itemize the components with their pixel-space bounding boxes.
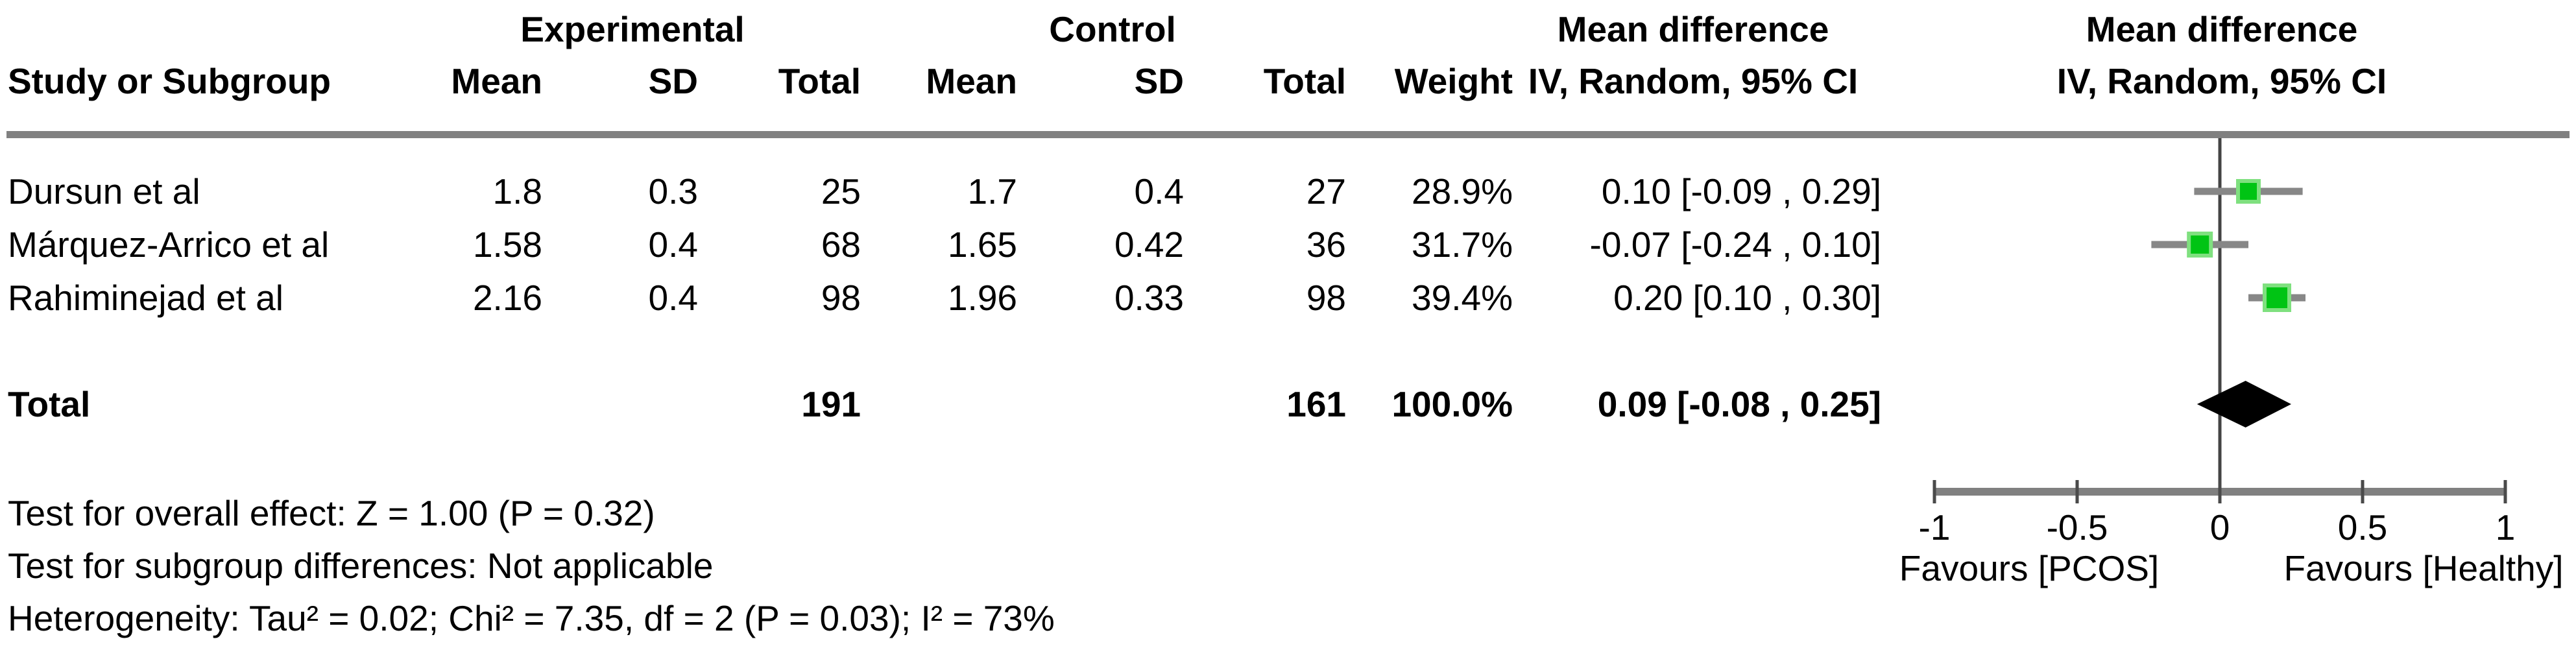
col-header-exp-sd: SD [648, 61, 698, 101]
group-header-control: Control [1049, 9, 1176, 49]
cell-exp-mean: 1.58 [472, 224, 542, 265]
footnote-subgroup-differences: Test for subgroup differences: Not appli… [8, 546, 714, 586]
header-divider-line [6, 131, 2570, 138]
cell-ctrl-mean: 1.96 [947, 278, 1017, 318]
cell-ctrl-total: 36 [1306, 224, 1346, 265]
group-header-mean-difference-plot: Mean difference [2086, 9, 2358, 49]
col-header-study: Study or Subgroup [8, 61, 331, 101]
cell-study-name: Rahiminejad et al [8, 278, 283, 318]
cell-ctrl-total: 98 [1306, 278, 1346, 318]
cell-total-label: Total [8, 384, 91, 424]
cell-total-ctrl-total: 161 [1286, 384, 1346, 424]
col-header-iv-ci-plot: IV, Random, 95% CI [2056, 61, 2387, 101]
cell-ctrl-sd: 0.4 [1134, 171, 1184, 211]
group-header-experimental: Experimental [520, 9, 745, 49]
favours-right-label: Favours [Healthy] [2283, 548, 2563, 588]
cell-ctrl-mean: 1.7 [967, 171, 1017, 211]
cell-ctrl-mean: 1.65 [947, 224, 1017, 265]
col-header-ctrl-total: Total [1263, 61, 1346, 101]
cell-exp-total: 25 [821, 171, 861, 211]
footnote-heterogeneity: Heterogeneity: Tau² = 0.02; Chi² = 7.35,… [8, 598, 1055, 638]
cell-study-name: Dursun et al [8, 171, 200, 211]
footnote-overall-effect: Test for overall effect: Z = 1.00 (P = 0… [8, 493, 655, 533]
summary-diamond [2197, 381, 2291, 427]
cell-total-md-ci: 0.09 [-0.08 , 0.25] [1597, 384, 1881, 424]
cell-ctrl-total: 27 [1306, 171, 1346, 211]
cell-study-name: Márquez-Arrico et al [8, 224, 330, 265]
cell-exp-sd: 0.4 [648, 224, 698, 265]
cell-total-weight: 100.0% [1391, 384, 1513, 424]
cell-ctrl-sd: 0.33 [1114, 278, 1184, 318]
axis-tick-label: 0.5 [2338, 507, 2387, 548]
group-header-mean-difference-text: Mean difference [1557, 9, 1829, 49]
cell-exp-sd: 0.4 [648, 278, 698, 318]
col-header-ctrl-sd: SD [1134, 61, 1184, 101]
study-point-square [2263, 283, 2291, 312]
favours-left-label: Favours [PCOS] [1899, 548, 2159, 588]
col-header-weight: Weight [1394, 61, 1513, 101]
cell-weight: 28.9% [1412, 171, 1513, 211]
cell-md-ci: 0.20 [0.10 , 0.30] [1613, 278, 1881, 318]
cell-exp-total: 68 [821, 224, 861, 265]
study-point-square [2187, 232, 2213, 258]
cell-total-exp-total: 191 [801, 384, 861, 424]
col-header-iv-ci-text: IV, Random, 95% CI [1528, 61, 1859, 101]
cell-exp-sd: 0.3 [648, 171, 698, 211]
col-header-exp-mean: Mean [451, 61, 542, 101]
cell-md-ci: 0.10 [-0.09 , 0.29] [1601, 171, 1881, 211]
cell-md-ci: -0.07 [-0.24 , 0.10] [1589, 224, 1881, 265]
axis-tick-label: 1 [2496, 507, 2516, 548]
cell-weight: 39.4% [1412, 278, 1513, 318]
col-header-ctrl-mean: Mean [926, 61, 1017, 101]
cell-exp-mean: 1.8 [492, 171, 542, 211]
axis-tick-label: -1 [1919, 507, 1951, 548]
axis-tick-label: -0.5 [2047, 507, 2108, 548]
col-header-exp-total: Total [778, 61, 861, 101]
cell-weight: 31.7% [1412, 224, 1513, 265]
study-point-square [2236, 179, 2261, 204]
cell-exp-mean: 2.16 [472, 278, 542, 318]
cell-exp-total: 98 [821, 278, 861, 318]
cell-ctrl-sd: 0.42 [1114, 224, 1184, 265]
axis-tick-label: 0 [2210, 507, 2230, 548]
